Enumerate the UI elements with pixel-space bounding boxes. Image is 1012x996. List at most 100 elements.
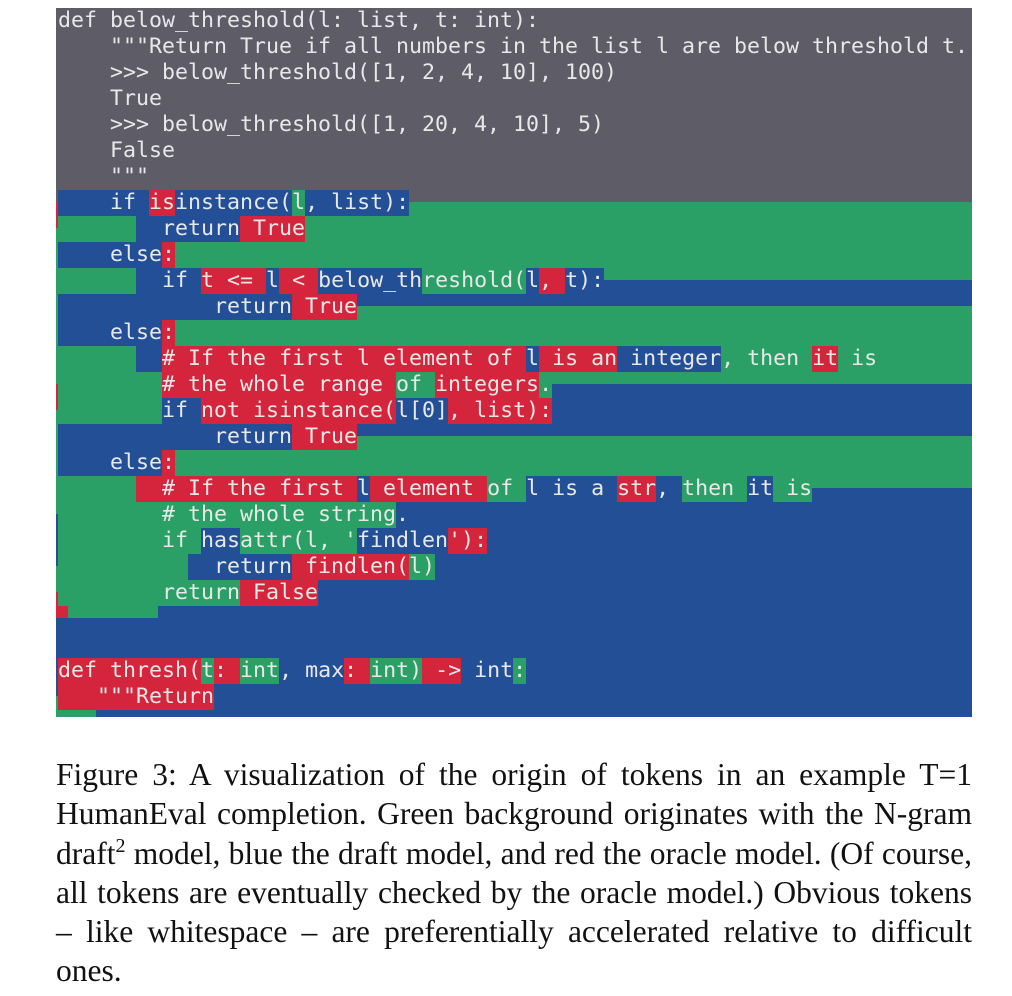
token-ngram: # the whole string: [58, 502, 397, 528]
origin-bar-draft: [496, 540, 972, 566]
code-line: >>> below_threshold([1, 2, 4, 10], 100): [58, 60, 618, 86]
token-draft: , max: [279, 658, 345, 684]
token-draft: l[0]: [396, 398, 449, 424]
origin-bar-draft: [226, 696, 972, 717]
code-line: """: [58, 164, 150, 190]
code-line: def thresh(t: int, max: int) -> int:: [58, 658, 527, 684]
token-prompt: """: [58, 164, 150, 190]
token-draft: l is a: [526, 476, 618, 502]
token-prompt: True: [58, 86, 163, 112]
token-oracle: ->: [422, 658, 462, 684]
token-oracle: not isinstance(: [201, 398, 397, 424]
token-ngram: [58, 554, 189, 580]
token-prompt: """Return True if all numbers in the lis…: [58, 34, 969, 60]
token-oracle: False: [240, 580, 319, 606]
token-ngram: l): [409, 554, 436, 580]
code-line: if t <= l < below_threshold(l, t):: [58, 268, 605, 294]
token-draft: ,: [656, 476, 683, 502]
token-oracle: True: [292, 424, 358, 450]
token-draft: instance(: [175, 190, 293, 216]
token-ngram: if: [58, 528, 202, 554]
token-draft: l: [357, 476, 371, 502]
token-oracle: , list):: [448, 398, 553, 424]
token-draft: .: [396, 502, 410, 528]
token-draft: t):: [565, 268, 605, 294]
token-draft: it: [747, 476, 774, 502]
token-draft: [136, 346, 163, 372]
code-line: True: [58, 86, 163, 112]
token-oracle: is: [149, 190, 176, 216]
token-ngram: attr(l, ': [240, 528, 358, 554]
token-oracle: ,: [539, 268, 566, 294]
token-prompt: >>> below_threshold([1, 2, 4, 10], 100): [58, 60, 618, 86]
token-oracle: True: [292, 294, 358, 320]
token-ngram: [58, 346, 137, 372]
token-oracle: it: [812, 346, 839, 372]
token-draft: integer: [617, 346, 722, 372]
code-line: else:: [58, 320, 176, 346]
token-draft: below_th: [318, 268, 423, 294]
token-ngram: of: [487, 476, 527, 502]
token-draft: return: [58, 424, 293, 450]
code-line: >>> below_threshold([1, 20, 4, 10], 5): [58, 112, 605, 138]
token-ngram: reshold(: [422, 268, 527, 294]
token-ngram: of: [396, 372, 436, 398]
code-line: if isinstance(l, list):: [58, 190, 410, 216]
token-draft: l: [266, 268, 280, 294]
token-origin-figure: def below_threshold(l: list, t: int): ""…: [56, 8, 972, 717]
token-prompt: >>> below_threshold([1, 20, 4, 10], 5): [58, 112, 605, 138]
figure-caption: Figure 3: A visualization of the origin …: [56, 755, 972, 991]
token-ngram: is: [838, 346, 878, 372]
code-line: # the whole string.: [58, 502, 410, 528]
token-prompt: def below_threshold(l: list, t: int):: [58, 8, 540, 34]
token-ngram: [58, 398, 163, 424]
token-oracle: t <=: [201, 268, 267, 294]
token-draft: findlen: [357, 528, 449, 554]
code-line: """Return: [58, 684, 215, 710]
code-line: return False: [58, 580, 319, 606]
origin-bar-draft: [396, 514, 972, 540]
footnote-mark: 2: [115, 834, 126, 857]
token-ngram: l: [292, 190, 306, 216]
token-draft: int: [461, 658, 514, 684]
token-draft: l: [526, 346, 540, 372]
token-oracle: '):: [448, 528, 488, 554]
code-line: return findlen(l): [58, 554, 436, 580]
origin-bar-draft: [318, 592, 972, 618]
token-oracle: :: [162, 450, 176, 476]
token-oracle: """Return: [58, 684, 215, 710]
token-draft: return: [58, 294, 293, 320]
token-ngram: [58, 372, 163, 398]
caption-label: Figure 3:: [56, 757, 177, 792]
code-line: # If the first l element of l is an inte…: [58, 346, 878, 372]
code-line: def below_threshold(l: list, t: int):: [58, 8, 540, 34]
token-draft: has: [201, 528, 241, 554]
token-oracle: # the whole range: [162, 372, 397, 398]
token-oracle: findlen(: [292, 554, 410, 580]
code-line: # the whole range of integers.: [58, 372, 553, 398]
token-ngram: int): [370, 658, 423, 684]
token-ngram: :: [513, 658, 527, 684]
code-line: False: [58, 138, 176, 164]
token-oracle: def thresh(: [58, 658, 202, 684]
token-oracle: # If the first: [136, 476, 358, 502]
token-draft: else: [58, 450, 163, 476]
token-oracle: :: [162, 320, 176, 346]
code-line: else:: [58, 450, 176, 476]
token-ngram: return: [58, 580, 241, 606]
token-draft: return: [188, 554, 293, 580]
code-line: # If the first l element of l is a str, …: [58, 476, 813, 502]
token-draft: if: [136, 268, 202, 294]
token-draft: else: [58, 242, 163, 268]
origin-bar-draft: [436, 566, 972, 592]
code-line: else:: [58, 242, 176, 268]
token-draft: l: [526, 268, 540, 294]
token-ngram: [58, 216, 137, 242]
code-line: return True: [58, 424, 358, 450]
token-ngram: then: [682, 476, 748, 502]
token-ngram: is: [773, 476, 813, 502]
token-ngram: t: [201, 658, 215, 684]
code-line: """Return True if all numbers in the lis…: [58, 34, 969, 60]
origin-bar-draft: [526, 670, 972, 696]
token-ngram: .: [539, 372, 553, 398]
